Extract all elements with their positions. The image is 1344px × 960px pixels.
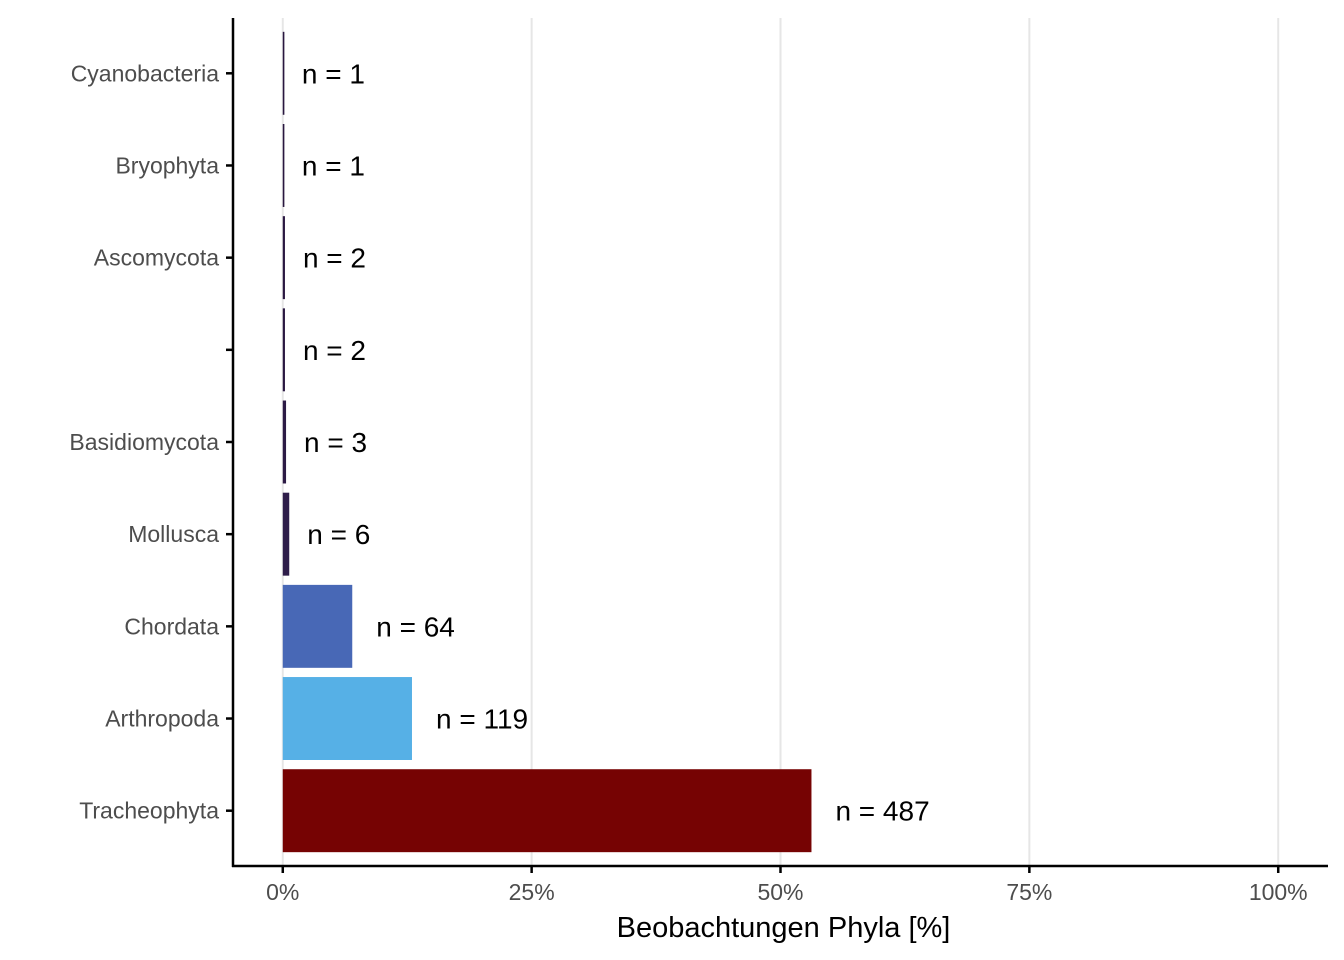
- y-tick-label: Arthropoda: [105, 706, 219, 732]
- count-label: n = 64: [376, 611, 455, 642]
- bars: [282, 31, 812, 853]
- gridlines: [281, 18, 1280, 866]
- x-tick-label: 0%: [266, 879, 299, 905]
- y-tick-label: Basidiomycota: [69, 429, 219, 455]
- bar-cyanobacteria: [282, 31, 285, 115]
- count-label: n = 487: [835, 796, 929, 827]
- x-axis-title: Beobachtungen Phyla [%]: [617, 912, 951, 944]
- count-labels: n = 487 n = 119 n = 64 n = 6 n = 3 n = 2 n = 2…: [302, 58, 930, 826]
- x-tick-label: 100%: [1249, 879, 1308, 905]
- bar-tracheophyta: [282, 769, 812, 853]
- count-label: n = 6: [307, 519, 370, 550]
- y-tick-label: Bryophyta: [115, 152, 219, 178]
- x-tick-label: 50%: [757, 879, 803, 905]
- axes: Tracheophyta Arthropoda Chordata Mollusca Ba…: [69, 18, 1328, 905]
- count-label: n = 3: [304, 427, 367, 458]
- bar-basidiomycota: [282, 400, 287, 484]
- x-tick-label: 75%: [1006, 879, 1052, 905]
- y-tick-label: Cyanobacteria: [71, 60, 220, 86]
- y-tick-label: Mollusca: [128, 521, 219, 547]
- y-tick-label: Tracheophyta: [79, 798, 219, 824]
- x-tick-label: 25%: [509, 879, 555, 905]
- bar-arthropoda: [282, 677, 412, 760]
- count-label: n = 1: [302, 58, 365, 89]
- count-label: n = 1: [302, 150, 365, 181]
- y-tick-label: Ascomycota: [94, 245, 219, 271]
- bar-ascomycota: [282, 216, 285, 300]
- bar-bryophyta: [282, 124, 285, 207]
- count-label: n = 2: [303, 243, 366, 274]
- count-label: n = 119: [436, 704, 528, 735]
- y-tick-label: Chordata: [124, 613, 219, 639]
- bar-mollusca: [282, 492, 290, 576]
- count-label: n = 2: [303, 335, 366, 366]
- bar-chordata: [282, 584, 353, 668]
- bar-unnamed: [282, 308, 285, 392]
